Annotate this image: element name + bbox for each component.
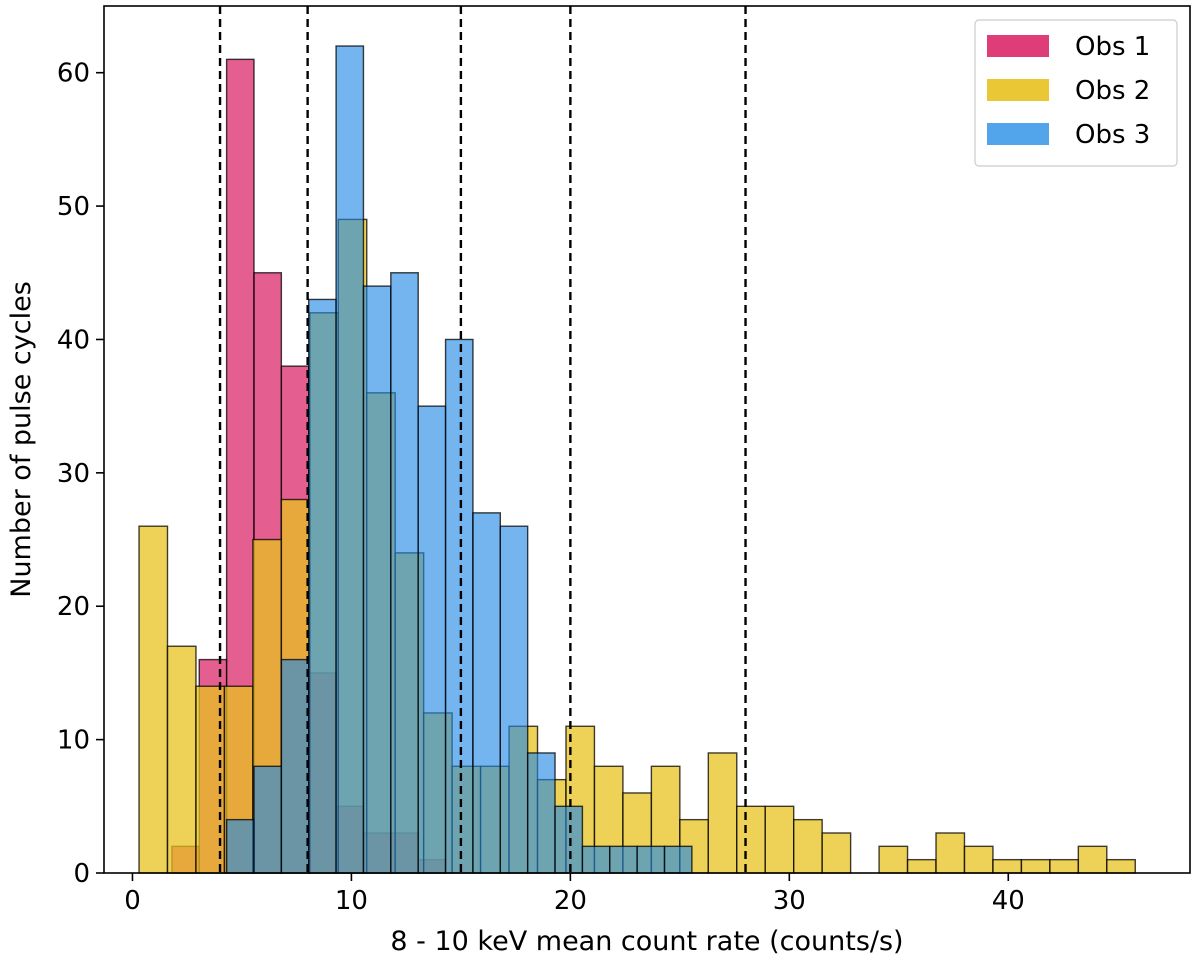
- y-tick-label-4: 40: [57, 325, 90, 355]
- legend: Obs 1 Obs 2 Obs 3: [974, 19, 1178, 167]
- x-axis-label: 8 - 10 keV mean count rate (counts/s): [390, 926, 903, 957]
- bar-obs3-7: [417, 405, 447, 874]
- series-obs3: [225, 45, 693, 874]
- x-tick-label-2: 20: [554, 886, 587, 916]
- legend-label-obs1: Obs 1: [1075, 32, 1150, 62]
- bar-obs2-1: [166, 645, 197, 874]
- bar-obs2-24: [821, 832, 852, 874]
- bar-obs2-23: [792, 818, 823, 874]
- bar-obs3-4: [335, 45, 365, 874]
- bar-obs3-15: [636, 845, 666, 874]
- bar-obs3-10: [499, 525, 529, 874]
- y-axis-label: Number of pulse cycles: [6, 281, 37, 598]
- bar-obs2-32: [1077, 845, 1108, 874]
- bar-obs2-26: [906, 858, 937, 874]
- bar-obs3-3: [308, 298, 337, 874]
- bar-obs2-0: [138, 525, 169, 874]
- bar-obs3-2: [280, 658, 310, 874]
- bar-obs2-22: [764, 805, 795, 874]
- legend-swatch-obs3: [987, 123, 1049, 145]
- bar-obs2-27: [935, 832, 966, 874]
- bar-obs3-0: [225, 818, 255, 874]
- bar-obs2-30: [1020, 858, 1051, 874]
- y-tick-label-5: 50: [57, 192, 90, 222]
- bars-layer: [138, 45, 1136, 874]
- x-tick-label-4: 40: [992, 886, 1025, 916]
- bar-obs3-1: [253, 765, 283, 874]
- bar-obs3-12: [554, 805, 584, 874]
- bar-obs2-25: [878, 845, 909, 874]
- plot-frame: [103, 5, 1191, 874]
- y-tick-label-1: 10: [57, 726, 90, 756]
- bar-obs3-11: [526, 752, 556, 874]
- legend-label-obs3: Obs 3: [1075, 120, 1150, 150]
- y-tick-label-0: 0: [73, 859, 90, 889]
- legend-swatch-obs2: [987, 79, 1049, 101]
- bar-obs2-33: [1106, 858, 1136, 874]
- bar-obs3-9: [472, 512, 502, 874]
- legend-label-obs2: Obs 2: [1075, 76, 1150, 106]
- y-tick-label-6: 60: [57, 59, 90, 89]
- x-tick-label-0: 0: [124, 886, 141, 916]
- x-axis-ticks: 0 10 20 30 40: [124, 873, 1025, 916]
- bar-obs3-5: [362, 285, 392, 874]
- bar-obs3-14: [609, 845, 638, 874]
- threshold-lines: [218, 6, 747, 873]
- bar-obs2-29: [992, 858, 1023, 874]
- y-axis-ticks: 0 10 20 30 40 50 60: [57, 59, 104, 889]
- y-tick-label-2: 20: [57, 592, 90, 622]
- x-tick-label-1: 10: [335, 886, 368, 916]
- bar-obs2-28: [963, 845, 994, 874]
- bar-obs2-31: [1049, 858, 1080, 874]
- x-tick-label-3: 30: [773, 886, 806, 916]
- legend-swatch-obs1: [987, 35, 1049, 57]
- bar-obs3-6: [390, 272, 419, 874]
- bar-obs2-21: [736, 805, 766, 874]
- bar-obs3-16: [663, 845, 693, 874]
- bar-obs3-8: [444, 338, 474, 874]
- bar-obs3-13: [581, 845, 611, 874]
- y-tick-label-3: 30: [57, 459, 90, 489]
- bar-obs2-20: [707, 752, 738, 874]
